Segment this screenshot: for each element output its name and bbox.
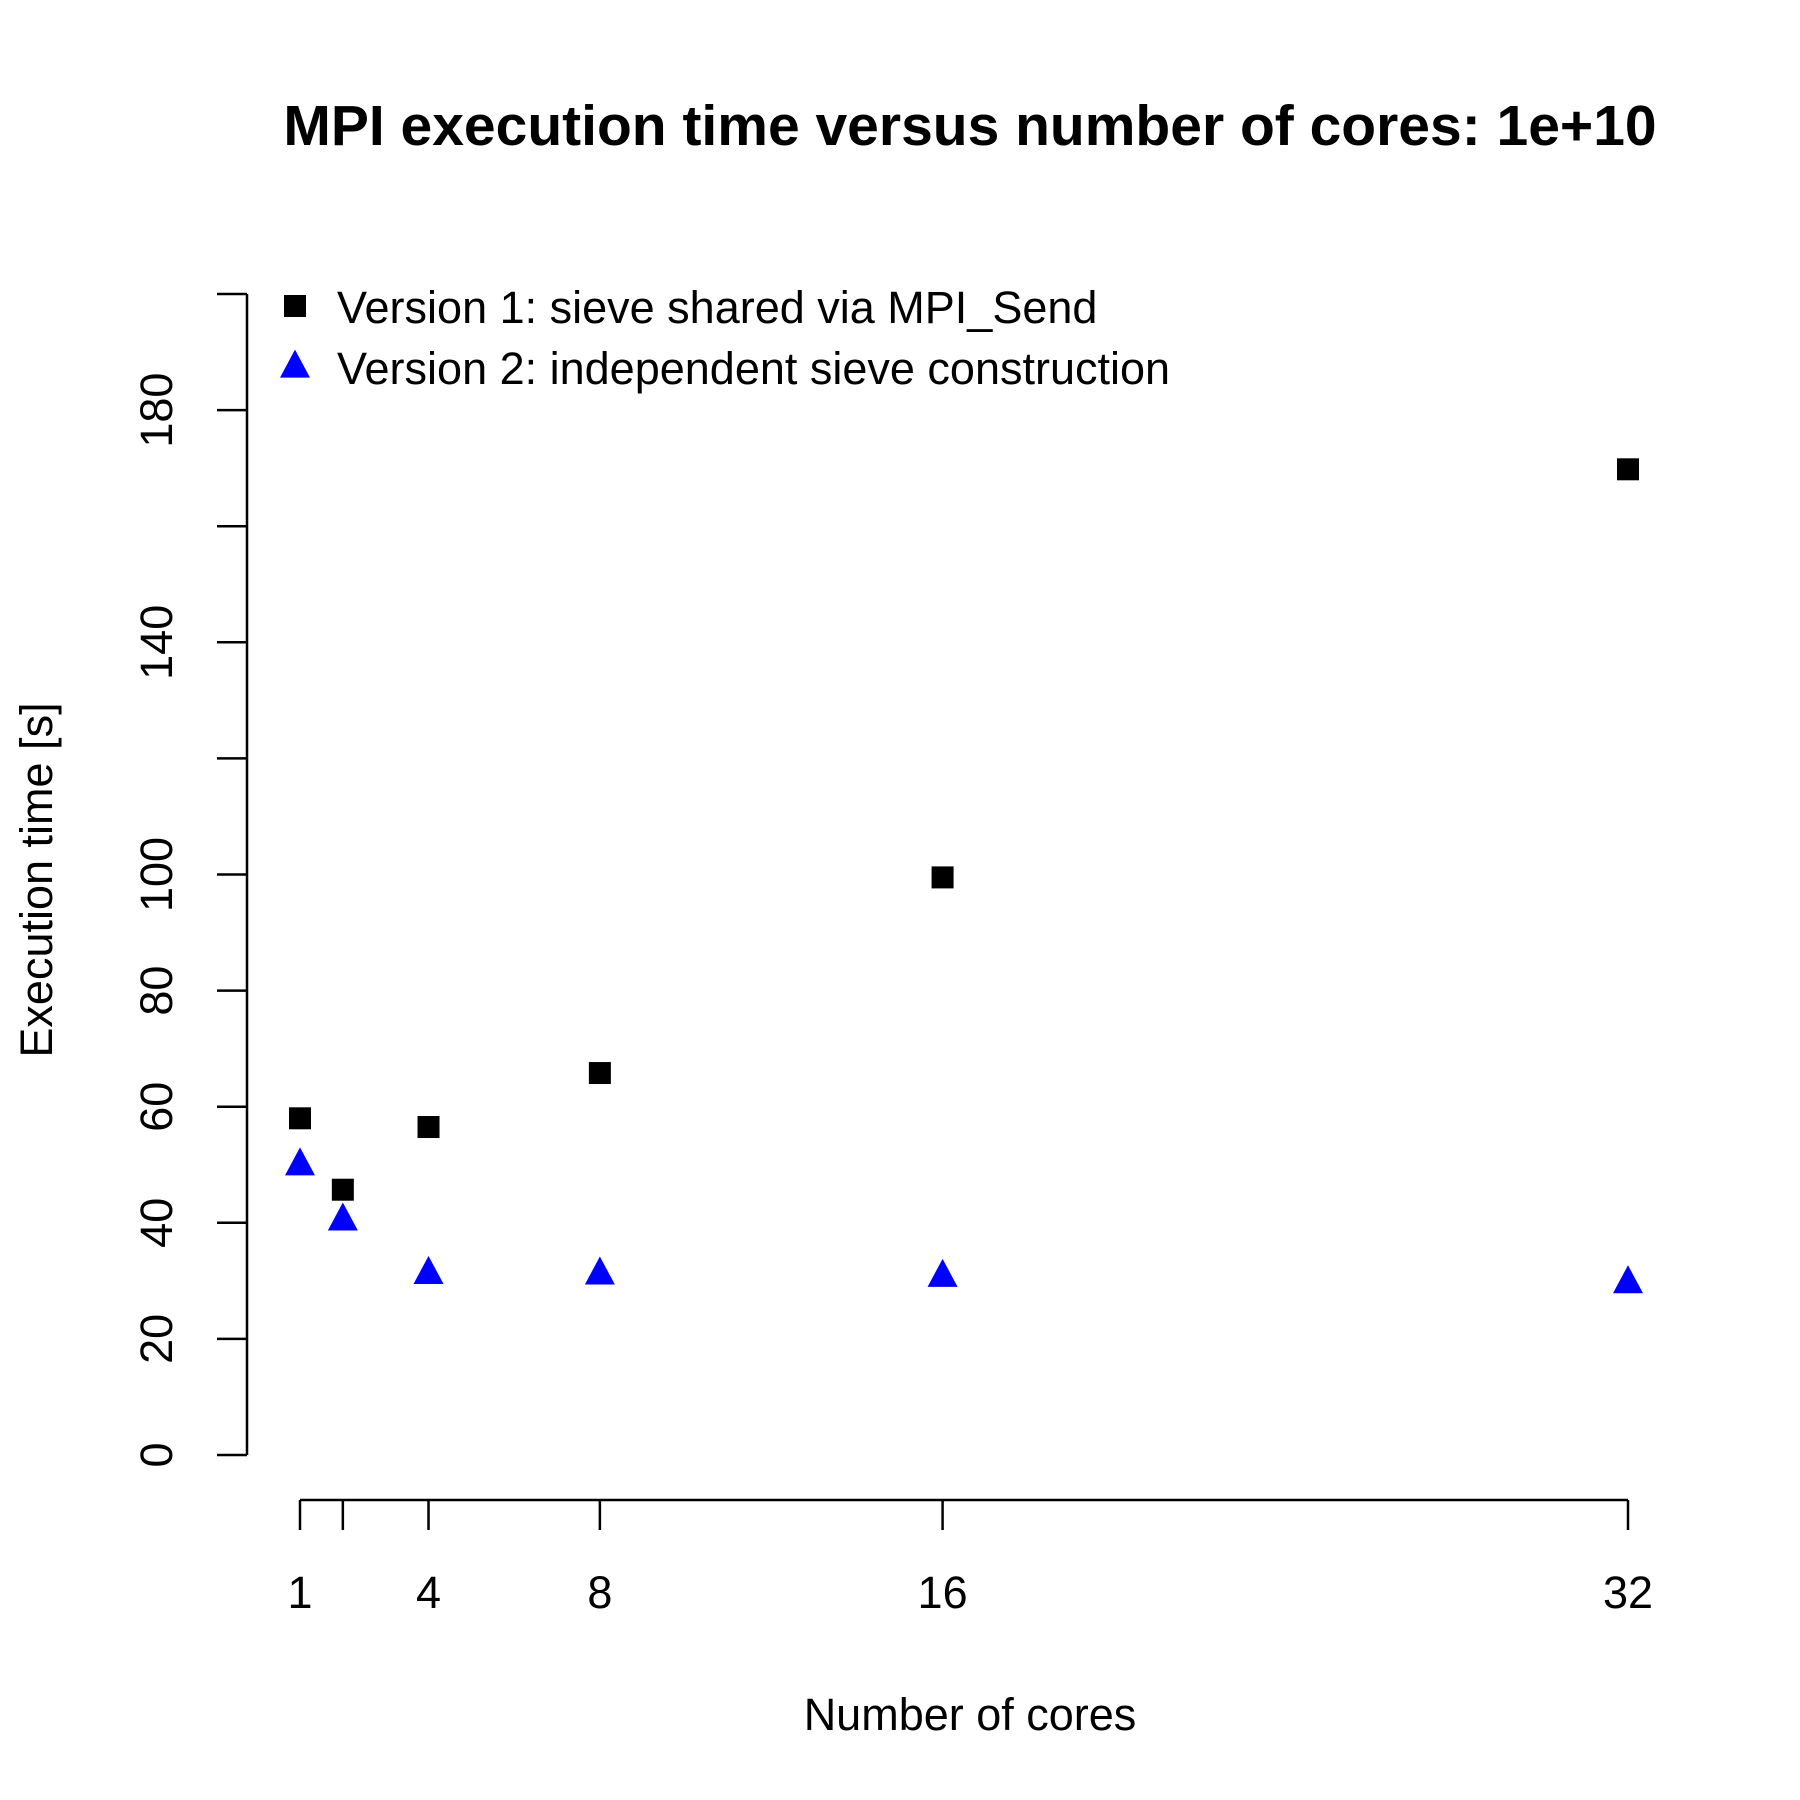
x-axis: 1 4 8 16 32 (287, 1498, 1653, 1618)
square-point (331, 1178, 354, 1201)
data-points (285, 458, 1643, 1294)
square-point (417, 1116, 440, 1139)
legend-marker (280, 349, 310, 378)
y-axis-label: Execution time [s] (11, 702, 62, 1057)
triangle-point (584, 1256, 615, 1285)
x-axis-label: Number of cores (804, 1689, 1137, 1740)
x-tick-label: 32 (1603, 1567, 1653, 1618)
x-tick-label: 1 (287, 1567, 312, 1618)
y-axis: 0 20 40 60 80 100 140 180 (131, 292, 249, 1468)
square-point (289, 1107, 311, 1130)
legend-marker (284, 295, 306, 317)
y-tick-label: 0 (131, 1442, 182, 1467)
legend-label: Version 2: independent sieve constructio… (337, 343, 1170, 394)
y-tick-label: 180 (131, 373, 182, 448)
y-tick-label: 60 (131, 1082, 182, 1132)
y-tick-label: 20 (131, 1314, 182, 1364)
triangle-point (413, 1255, 444, 1284)
series-1 (289, 458, 1639, 1201)
square-point (931, 866, 954, 889)
triangle-point (927, 1258, 958, 1287)
legend-label: Version 1: sieve shared via MPI_Send (337, 282, 1097, 333)
x-tick-label: 8 (587, 1567, 612, 1618)
legend: Version 1: sieve shared via MPI_Send Vers… (280, 282, 1170, 394)
x-tick-label: 4 (416, 1567, 441, 1618)
y-tick-label: 100 (131, 837, 182, 912)
chart-title: MPI execution time versus number of core… (283, 94, 1656, 158)
triangle-point (1613, 1265, 1643, 1294)
square-point (588, 1062, 611, 1085)
y-tick-label: 40 (131, 1198, 182, 1248)
series-2 (285, 1147, 1643, 1294)
x-tick-label: 16 (918, 1567, 968, 1618)
y-tick-label: 140 (131, 605, 182, 680)
triangle-point (285, 1147, 315, 1176)
square-point (1617, 458, 1639, 481)
y-tick-label: 80 (131, 966, 182, 1016)
triangle-point (327, 1202, 358, 1231)
